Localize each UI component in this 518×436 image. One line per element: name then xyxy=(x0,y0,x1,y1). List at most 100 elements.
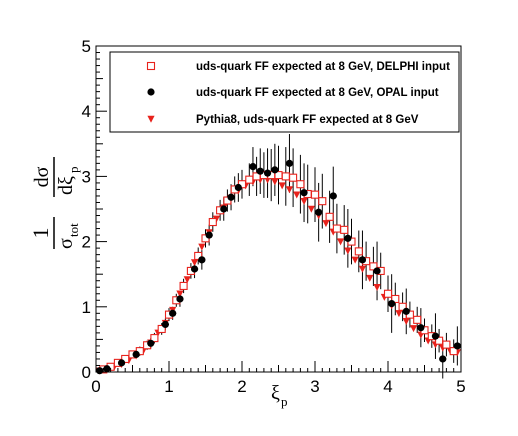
opal-point xyxy=(132,350,140,358)
y-axis-label-sigma: σ xyxy=(55,238,77,249)
opal-point xyxy=(147,339,155,347)
legend-box xyxy=(109,51,460,133)
legend-markers xyxy=(146,61,156,123)
delphi-point xyxy=(332,224,341,233)
opal-point xyxy=(315,208,323,216)
delphi-point xyxy=(289,173,298,182)
legend-entry-opal: uds-quark FF expected at 8 GeV, OPAL inp… xyxy=(196,87,439,99)
pythia-point xyxy=(183,276,191,284)
opal-point xyxy=(439,355,447,363)
delphi-point xyxy=(325,212,334,221)
pythia-point xyxy=(307,205,315,213)
opal-point xyxy=(300,189,308,197)
delphi-point xyxy=(318,197,327,206)
delphi-point xyxy=(369,262,378,271)
y-tick-label: 4 xyxy=(82,102,91,121)
pythia-point xyxy=(190,259,199,267)
pythia-point xyxy=(278,182,286,190)
delphi-point xyxy=(413,315,422,324)
opal-point xyxy=(198,256,206,264)
y-axis-label-tot: tot xyxy=(66,223,81,237)
pythia-point xyxy=(344,247,352,255)
opal-point xyxy=(103,365,111,373)
delphi-point xyxy=(398,302,407,311)
delphi-point xyxy=(391,294,400,304)
x-tick-label: 2 xyxy=(237,377,246,396)
delphi-point xyxy=(208,217,217,227)
axis-ticks xyxy=(95,45,462,373)
pythia-point xyxy=(300,197,308,205)
y-tick-label: 5 xyxy=(82,37,91,56)
x-tick-label: 0 xyxy=(91,377,100,396)
opal-point xyxy=(263,169,272,177)
legend-entry-delphi: uds-quark FF expected at 8 GeV, DELPHI i… xyxy=(196,61,450,73)
opal-point xyxy=(256,167,264,175)
opal-point xyxy=(96,367,104,375)
pythia-point xyxy=(373,284,381,292)
delphi-point xyxy=(442,340,451,349)
y-axis-label-p: p xyxy=(66,167,81,174)
opal-point xyxy=(388,299,396,308)
y-axis-label-one: 1 xyxy=(28,228,53,239)
legend-marker xyxy=(147,88,155,96)
y-axis-label: 1 σ tot dσ dξ p xyxy=(28,157,81,249)
delphi-point xyxy=(179,281,188,290)
delphi-point xyxy=(121,354,130,364)
delphi-point xyxy=(281,172,290,181)
x-axis-label: ξ p xyxy=(271,382,288,409)
pythia-point xyxy=(366,274,374,282)
opal-point xyxy=(205,231,213,239)
opal-point xyxy=(285,159,294,167)
opal-point xyxy=(453,342,461,350)
x-tick-label: 1 xyxy=(164,377,173,396)
pythia-point xyxy=(198,243,206,251)
x-tick-label: 4 xyxy=(383,377,392,396)
x-axis-label-subscript: p xyxy=(281,394,288,409)
opal-point xyxy=(176,295,184,303)
opal-point xyxy=(358,256,367,264)
opal-point xyxy=(373,267,381,275)
delphi-point xyxy=(340,225,349,234)
tick-labels: 0 1 2 3 4 5 0 1 2 3 4 5 xyxy=(82,37,466,396)
pythia-point xyxy=(409,325,418,333)
opal-point xyxy=(234,183,242,192)
legend-entry-pythia: Pythia8, uds-quark FF expected at 8 GeV xyxy=(196,114,419,126)
delphi-point xyxy=(310,190,320,199)
opal-point xyxy=(271,166,279,174)
opal-point xyxy=(220,205,228,213)
opal-point xyxy=(417,324,425,332)
y-tick-label: 1 xyxy=(82,298,91,317)
delphi-point xyxy=(383,289,393,298)
legend: uds-quark FF expected at 8 GeV, DELPHI i… xyxy=(109,51,460,133)
pythia-point xyxy=(322,220,330,228)
delphi-point xyxy=(157,324,166,334)
delphi-point xyxy=(245,175,254,184)
opal-point xyxy=(431,332,440,340)
x-tick-label: 3 xyxy=(310,377,319,396)
y-tick-label: 3 xyxy=(82,167,91,186)
x-axis-label-symbol: ξ xyxy=(271,382,280,404)
pythia-point xyxy=(336,238,345,246)
delphi-point xyxy=(194,251,203,260)
opal-point xyxy=(161,320,169,329)
delphi-point xyxy=(296,180,305,189)
opal-point xyxy=(190,265,199,273)
y-tick-label: 0 xyxy=(82,363,91,382)
legend-marker xyxy=(147,115,155,123)
delphi-point xyxy=(354,247,363,256)
opal-point xyxy=(402,307,410,315)
pythia-point xyxy=(395,310,403,318)
opal-point xyxy=(169,309,177,317)
opal-point xyxy=(344,234,352,242)
opal-point xyxy=(227,193,235,201)
pythia-point xyxy=(293,191,301,199)
x-tick-label: 5 xyxy=(456,377,465,396)
delphi-point xyxy=(150,334,159,343)
opal-point xyxy=(249,163,257,171)
pythia-point xyxy=(271,178,279,186)
pythia-point xyxy=(176,290,184,298)
delphi-point xyxy=(449,347,458,356)
pythia-point xyxy=(358,265,367,273)
y-axis-label-dxi: dξ xyxy=(55,176,77,195)
y-tick-label: 2 xyxy=(82,233,91,252)
